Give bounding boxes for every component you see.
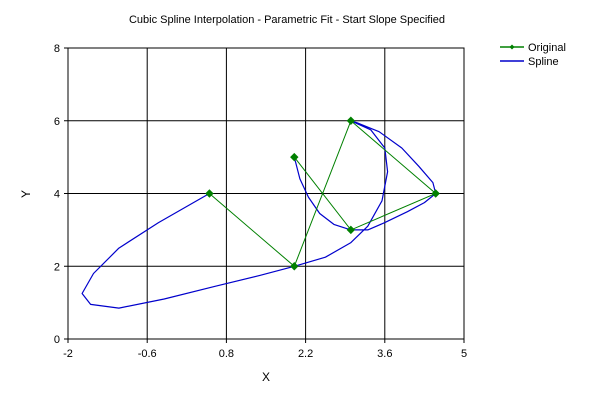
x-axis-label: X [262,370,270,384]
original-data-point [431,189,440,198]
original-data-point [290,152,299,162]
x-tick-label: -0.6 [138,348,157,360]
legend-label-original: Original [528,42,566,54]
axes [64,47,465,343]
y-tick-label: 8 [54,43,60,55]
plot-border [67,47,465,340]
y-tick-label: 6 [54,116,60,128]
y-tick-labels: 0 2 4 6 8 [54,43,60,346]
x-tick-label: 2.2 [298,348,313,360]
legend-marker-original [509,44,515,50]
chart-title: Cubic Spline Interpolation - Parametric … [129,14,445,26]
x-tick-labels: -2 -0.6 0.8 2.2 3.6 5 [63,348,467,360]
x-tick-label: 0.8 [219,348,234,360]
legend-label-spline: Spline [528,56,559,68]
x-tick-label: 3.6 [377,348,392,360]
series-layer [81,116,440,309]
x-tick-label: 5 [461,348,467,360]
original-data-point [346,116,356,125]
y-tick-label: 0 [54,334,60,346]
y-tick-label: 4 [54,189,60,201]
original-data-point [346,225,356,235]
y-tick-label: 2 [54,261,60,273]
original-series-line [209,119,437,268]
legend: Original Spline [500,42,566,68]
spline-series-line [81,120,437,309]
original-data-point [290,262,299,271]
x-tick-label: -2 [63,348,73,360]
y-axis-label: Y [19,190,33,198]
original-data-point [205,189,214,198]
